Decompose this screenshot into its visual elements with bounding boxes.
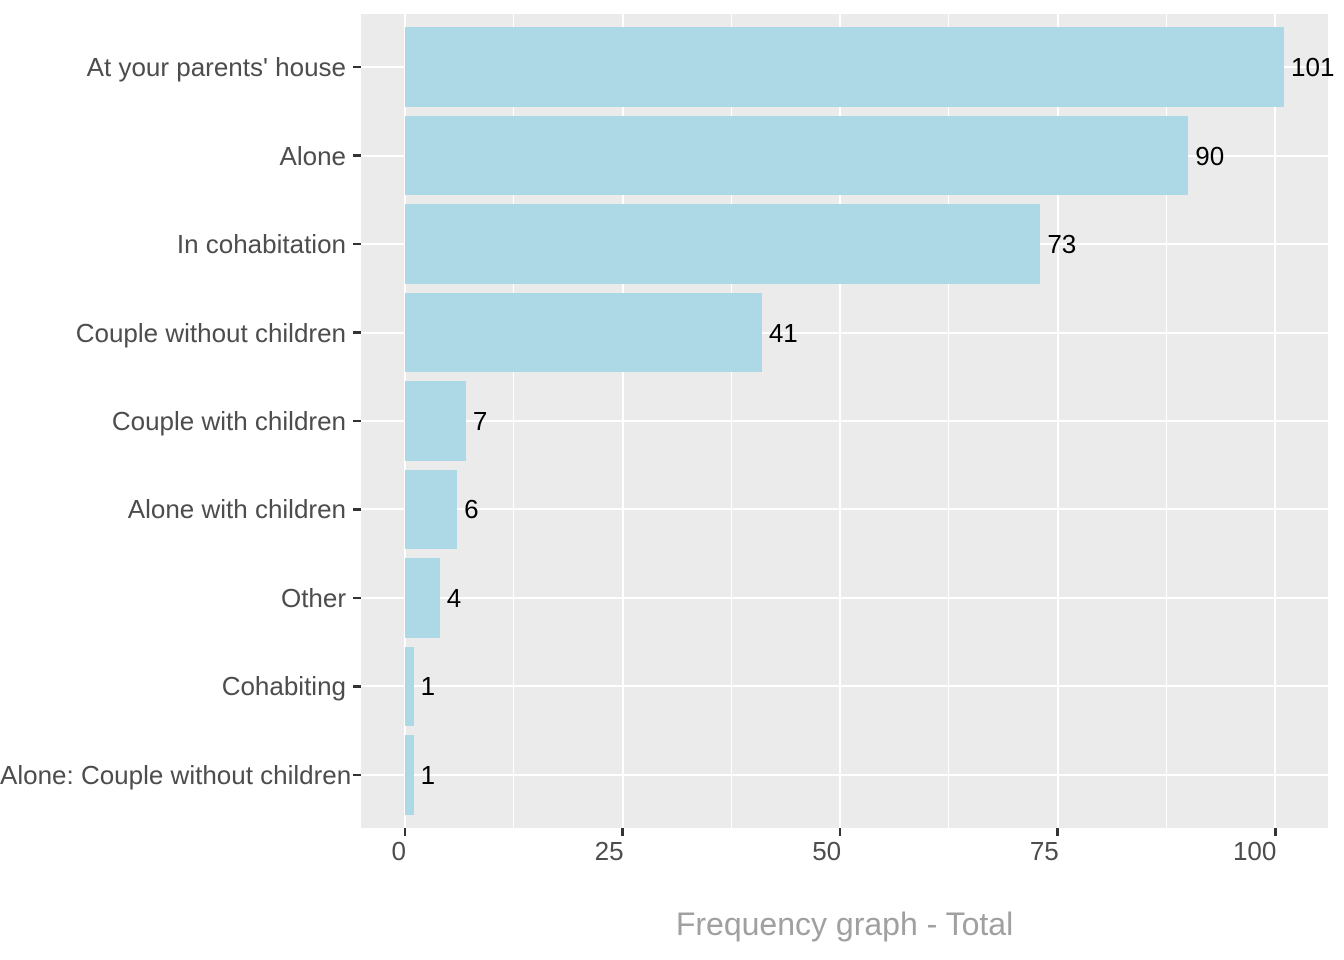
category-label: Other [280,582,346,613]
bar [404,115,1189,196]
x-tick-label: 50 [812,836,842,866]
x-tick-mark [403,828,407,836]
bar-value-label: 7 [472,406,488,436]
category-label: At your parents' house [86,52,346,83]
bar [404,204,1041,284]
category-label: Couple without children [75,317,346,348]
category-label: Alone with children [127,494,346,525]
bar-value-label: 1 [420,759,436,790]
bar [404,292,762,373]
bar [404,558,440,638]
y-tick-mark [353,242,361,246]
category-gridline [361,596,1328,599]
bar [404,381,466,461]
category-label: Couple with children [111,406,346,436]
category-label: Alone [279,140,347,171]
bar-value-label: 1 [420,671,436,702]
x-tick-mark [1274,828,1277,836]
bar-value-label: 4 [446,582,462,613]
category-gridline [361,420,1328,422]
y-tick-mark [353,65,361,69]
category-label: Cohabiting [221,671,346,702]
x-tick-mark [621,828,624,836]
category-gridline [361,773,1328,776]
x-tick-mark [838,828,842,836]
y-tick-mark [353,419,361,423]
y-tick-mark [353,773,361,777]
x-tick-label: 100 [1232,836,1277,866]
category-gridline [361,685,1328,688]
bar-value-label: 90 [1195,140,1225,171]
x-tick-label: 75 [1029,836,1059,866]
bar [404,469,458,550]
bar-value-label: 73 [1047,229,1077,260]
y-tick-mark [353,685,361,688]
y-tick-mark [353,596,361,600]
bar [404,735,414,815]
x-tick-label: 25 [594,836,624,866]
bar [404,646,414,727]
y-tick-mark [353,154,361,157]
bar-value-label: 41 [768,317,798,348]
x-tick-mark [1056,828,1059,836]
y-tick-mark [353,508,361,511]
axis-title: Frequency graph - Total [675,906,1014,942]
category-gridline [361,331,1328,334]
category-label: In cohabitation [176,229,346,260]
x-tick-label: 0 [391,836,406,866]
category-label: Alone: Couple without children [0,759,352,790]
bar-value-label: 101 [1291,52,1335,83]
category-gridline [361,508,1328,511]
bar [404,27,1285,107]
bar-value-label: 6 [464,494,479,525]
y-tick-mark [353,331,361,334]
